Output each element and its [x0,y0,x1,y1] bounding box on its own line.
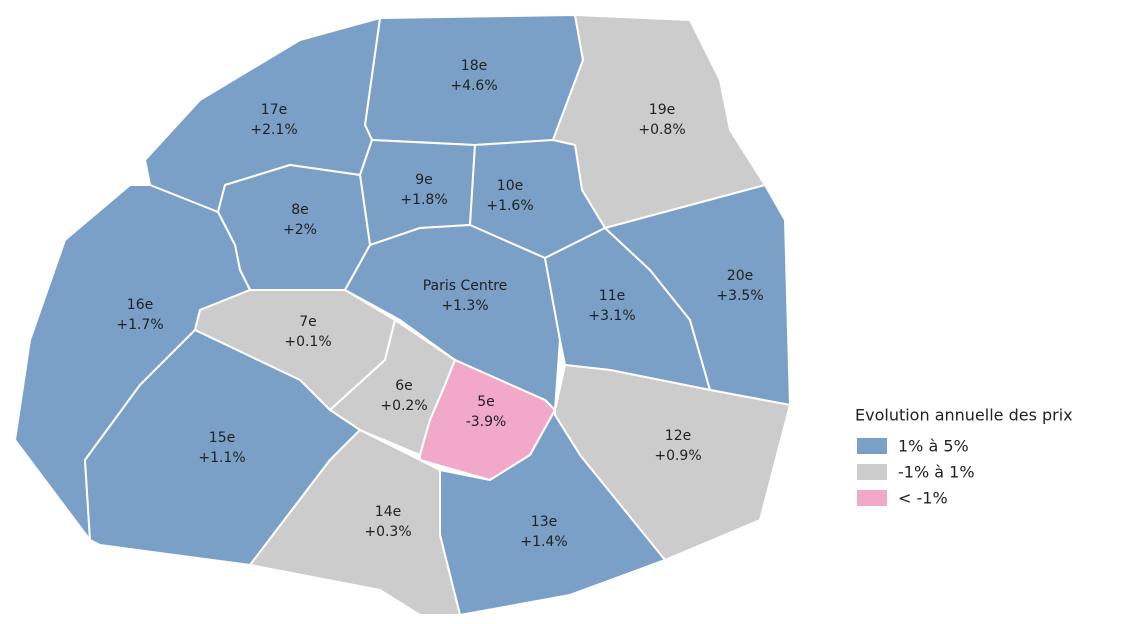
district-change: +0.8% [638,122,685,138]
district-name: 6e [395,378,413,394]
district-name: 12e [665,428,691,444]
district-name: 5e [477,394,495,410]
district-name: 8e [291,202,309,218]
legend-label: < -1% [898,489,948,508]
district-name: 14e [375,504,401,520]
district [249,429,461,616]
district-name: 17e [261,102,287,118]
legend-swatch [857,438,887,454]
legend-swatch [857,490,887,506]
district-name: 19e [649,102,675,118]
district-name: 9e [415,172,433,188]
district-change: +1.4% [520,534,567,550]
district-change: +0.1% [284,334,331,350]
district-name: 7e [299,314,317,330]
district-change: +3.1% [588,308,635,324]
district-name: 11e [599,288,625,304]
district-change: +1.6% [486,198,533,214]
legend-label: -1% à 1% [898,463,975,482]
legend-label: 1% à 5% [898,437,969,456]
district-change: +2.1% [250,122,297,138]
district-change: +0.2% [380,398,427,414]
district-name: 10e [497,178,523,194]
district-name: 18e [461,58,487,74]
legend-title: Evolution annuelle des prix [855,406,1073,425]
district-change: -3.9% [466,414,507,430]
district-name: 13e [531,514,557,530]
district-change: +1.1% [198,450,245,466]
district [419,359,556,481]
district-change: +2% [283,222,317,238]
district-name: 16e [127,297,153,313]
labels: 18e +4.6% 17e +2.1% 19e +0.8% 9e +1.8% 10e +1.6% 8… [116,58,763,550]
district-name: Paris Centre [423,278,508,294]
district-change: +1.7% [116,317,163,333]
district-change: +0.9% [654,448,701,464]
district-change: +1.3% [441,298,488,314]
district-change: +0.3% [364,524,411,540]
district-change: +4.6% [450,78,497,94]
legend-swatch [857,464,887,480]
regions [14,14,791,616]
legend: 1% à 5% -1% à 1% < -1% [857,437,975,508]
district-change: +3.5% [716,288,763,304]
district-name: 15e [209,430,235,446]
district-name: 20e [727,268,753,284]
district-change: +1.8% [400,192,447,208]
